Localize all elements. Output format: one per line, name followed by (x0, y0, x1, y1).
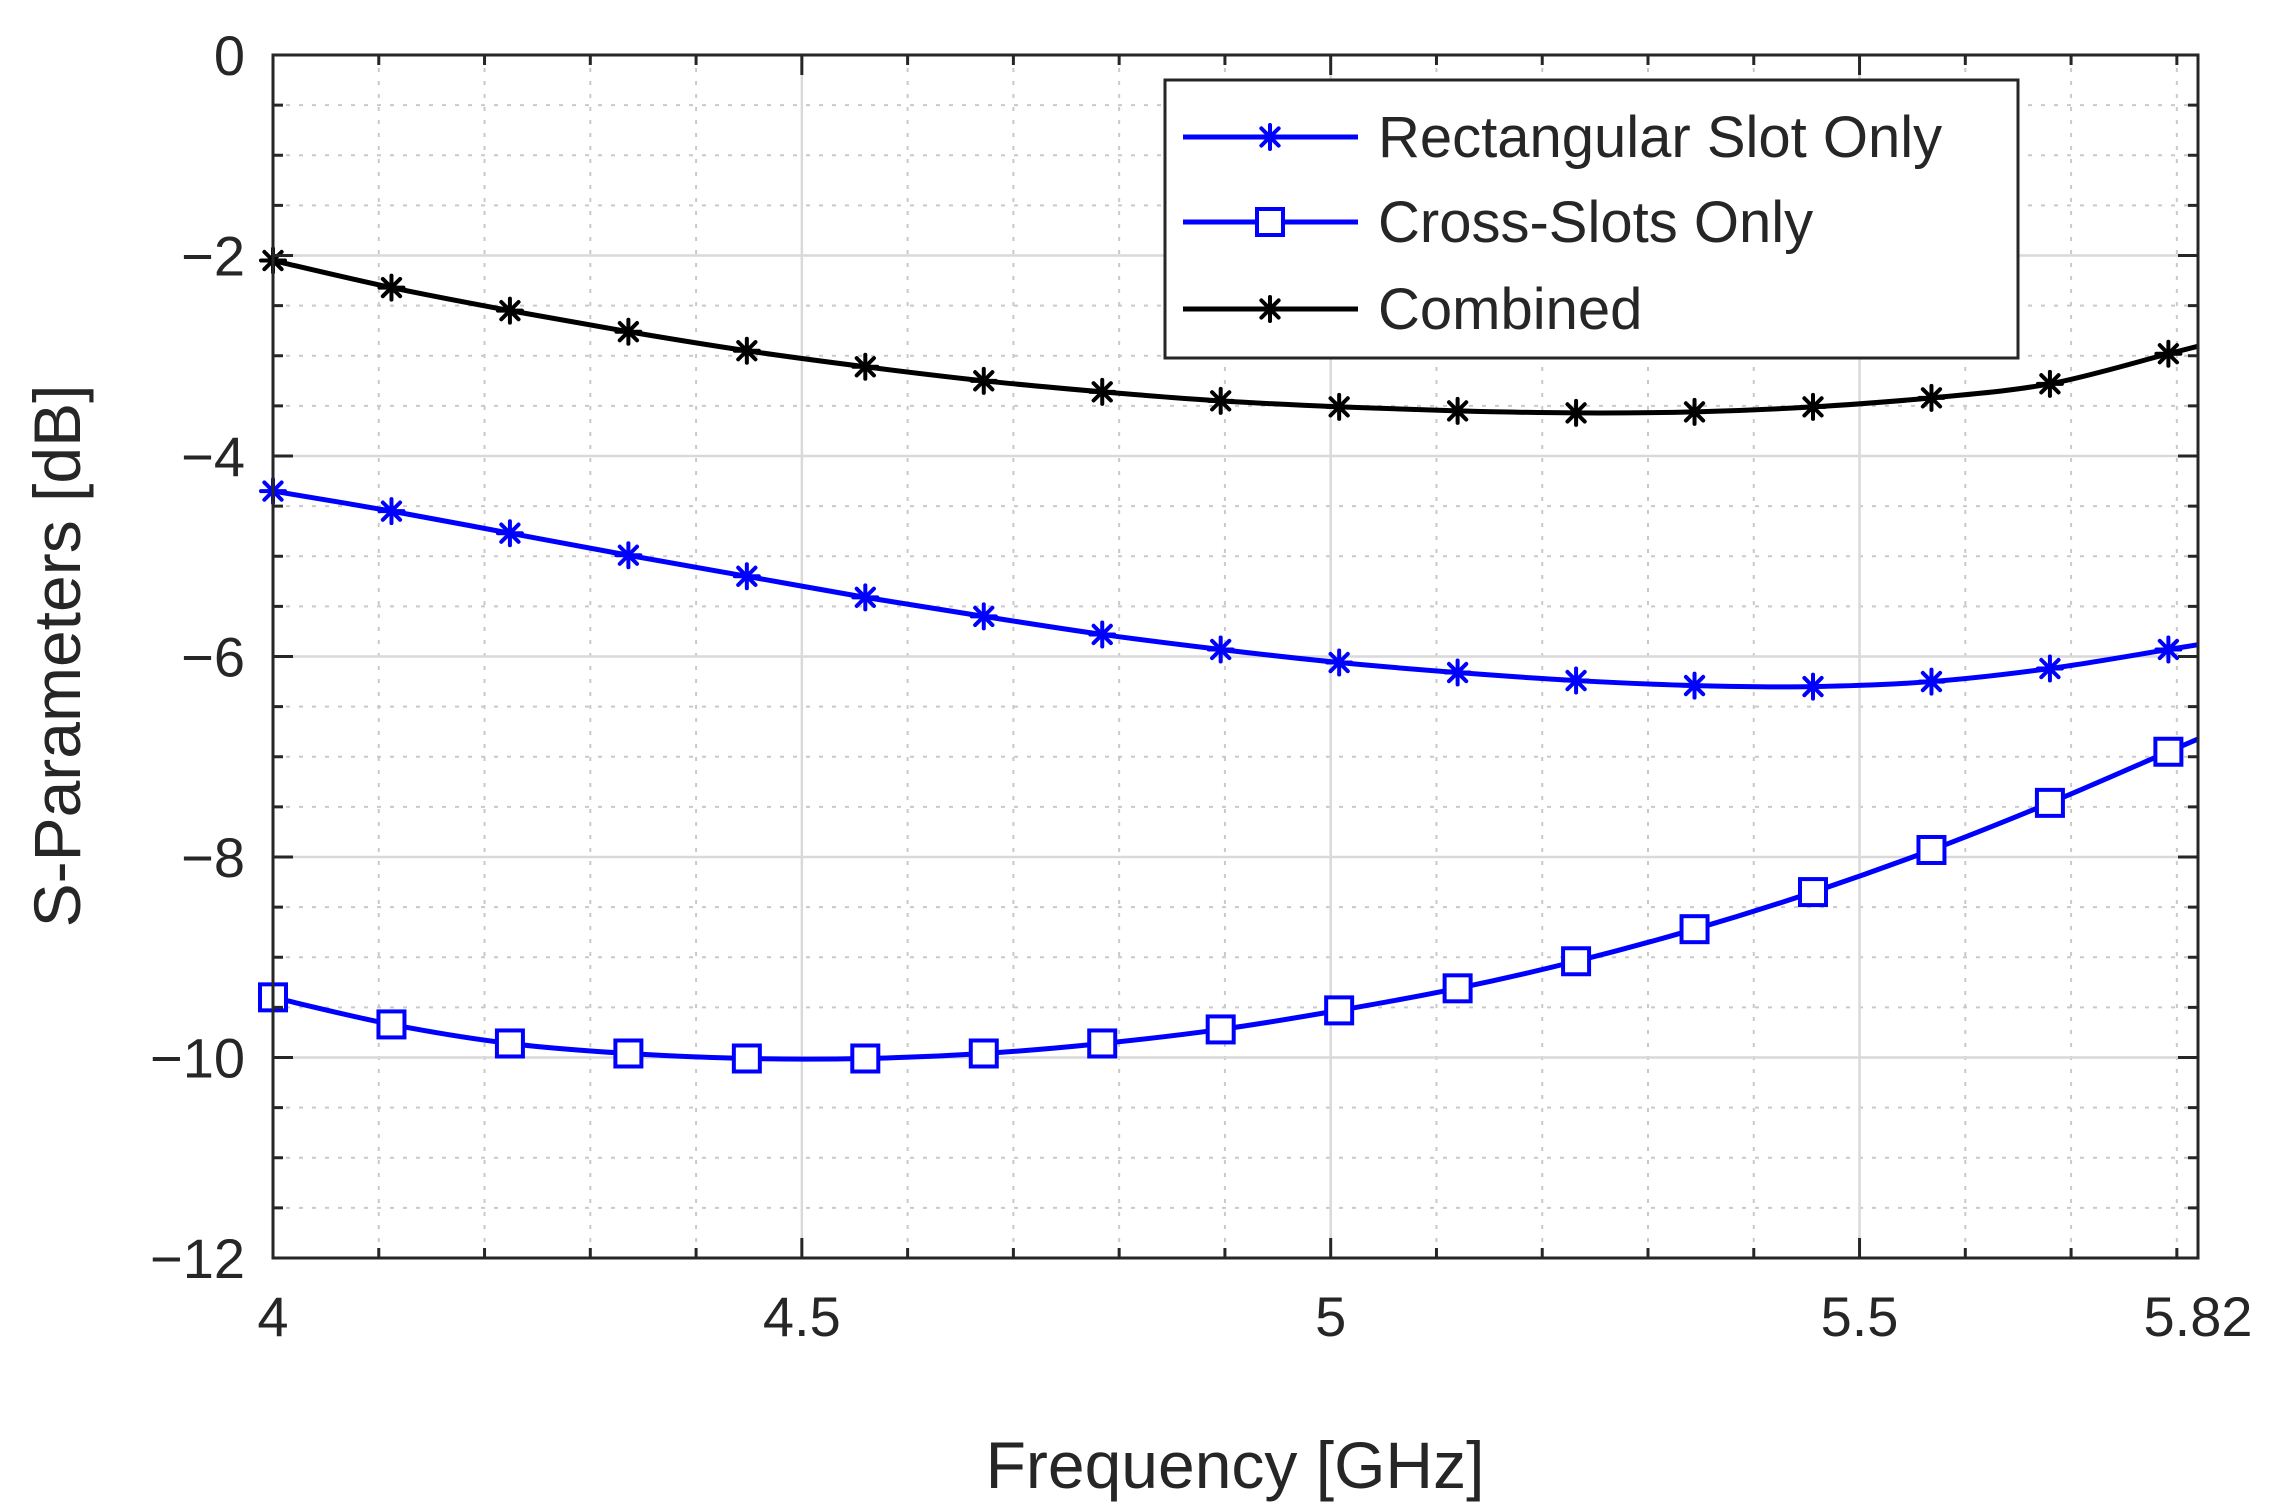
series-combined (259, 246, 2199, 427)
data-point (2153, 736, 2184, 767)
data-point (2154, 635, 2183, 664)
data-point (851, 583, 880, 612)
data-point (495, 519, 524, 548)
y-tick-label: −2 (181, 225, 245, 288)
data-point (2035, 369, 2064, 398)
legend-entry-rectangular-slot-only: Rectangular Slot Only (1183, 105, 1942, 170)
data-point (2035, 654, 2064, 683)
data-point (614, 541, 643, 570)
data-point (850, 1043, 881, 1074)
data-point (613, 1038, 644, 1069)
data-point (1799, 392, 1827, 421)
x-tick-label: 4 (257, 1285, 288, 1348)
legend-entry-combined: Combined (1183, 277, 1642, 342)
data-point (1798, 877, 1828, 908)
data-point (1206, 386, 1235, 415)
data-point (1680, 671, 1709, 700)
legend-marker (1255, 207, 1285, 237)
data-point (1088, 620, 1117, 649)
x-axis-label: Frequency [GHz] (986, 1428, 1485, 1502)
legend-entry-cross-slots-only: Cross-Slots Only (1183, 190, 1813, 255)
series-rectangular-slot-only (259, 477, 2199, 701)
data-point (1443, 658, 1472, 687)
data-point (1562, 666, 1591, 695)
legend-box (1163, 78, 2020, 360)
data-point (1443, 396, 1472, 425)
x-tick-label: 5.82 (2144, 1285, 2253, 1348)
legend-marker (1256, 123, 1284, 151)
y-axis-label: S-Parameters [dB] (20, 385, 94, 928)
data-point (1917, 383, 1946, 412)
data-point (1680, 397, 1709, 426)
data-point (1917, 667, 1946, 696)
data-point (2154, 339, 2183, 368)
data-point (1324, 995, 1355, 1026)
y-tick-label: −4 (181, 425, 245, 488)
data-point (1561, 946, 1592, 977)
y-tick-label: 0 (214, 24, 245, 87)
data-point (377, 497, 406, 526)
x-tick-label: 5.5 (1821, 1285, 1899, 1348)
data-point (2034, 787, 2065, 818)
data-point (1799, 672, 1827, 701)
data-point (731, 1043, 762, 1074)
data-point (969, 366, 998, 395)
y-tick-label: −6 (181, 626, 245, 689)
data-point (851, 352, 880, 381)
data-point (377, 273, 406, 302)
y-tick-label: −12 (150, 1227, 245, 1290)
series-layer (258, 246, 2199, 1074)
data-point (1087, 1028, 1118, 1059)
legend-label: Combined (1378, 277, 1642, 342)
data-point (1206, 635, 1235, 664)
data-point (1325, 648, 1354, 677)
data-point (376, 1009, 407, 1040)
data-point (1205, 1014, 1236, 1045)
data-point (968, 1038, 999, 1069)
data-point (614, 317, 643, 346)
legend-label: Rectangular Slot Only (1378, 105, 1942, 170)
data-point (1562, 398, 1591, 427)
tick-labels: 4 4.5 5 5.5 5.82 0 −2 −4 −6 −8 −10 −12 (150, 24, 2253, 1348)
series-cross-slots-only (258, 736, 2199, 1074)
data-point (1679, 914, 1710, 945)
data-point (1088, 377, 1117, 406)
axis-ticks (271, 53, 2200, 1260)
y-tick-label: −8 (181, 826, 245, 889)
data-point (1442, 973, 1473, 1004)
data-point (494, 1028, 525, 1059)
data-point (495, 296, 524, 325)
data-point (732, 562, 761, 591)
legend: Rectangular Slot Only Cross-Slots Only Com… (1163, 78, 2020, 360)
legend-label: Cross-Slots Only (1378, 190, 1813, 255)
data-point (732, 336, 761, 365)
x-tick-label: 4.5 (763, 1285, 841, 1348)
x-tick-label: 5 (1315, 1285, 1346, 1348)
data-point (1325, 392, 1354, 421)
legend-marker (1256, 295, 1284, 323)
y-tick-label: −10 (150, 1027, 245, 1090)
data-point (1916, 834, 1947, 865)
data-point (969, 602, 998, 631)
